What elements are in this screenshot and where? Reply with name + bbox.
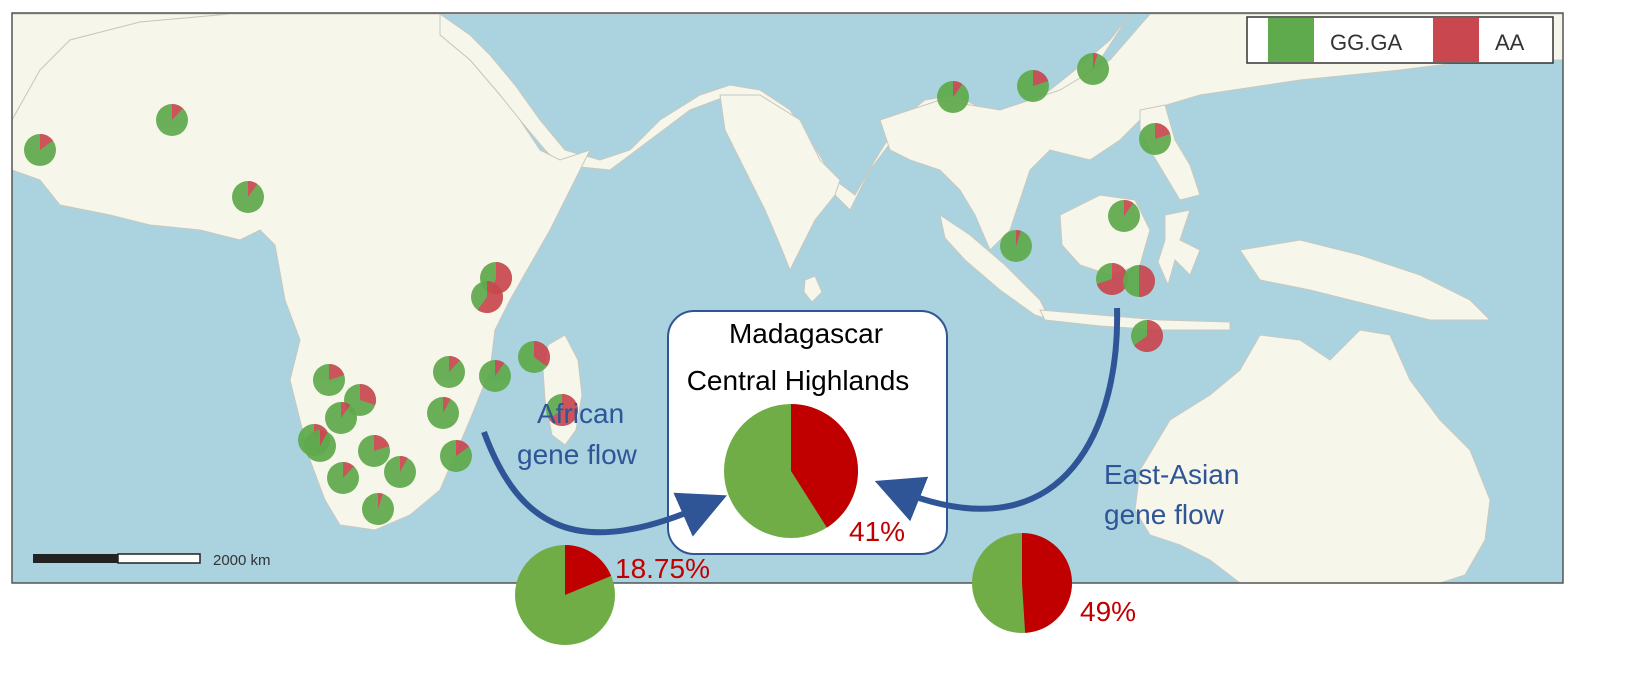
highlands-title-line1: Madagascar — [729, 318, 883, 349]
scale-bar-label: 2000 km — [213, 552, 271, 569]
sumatra-island — [939, 213, 1051, 321]
scale-bar-black-segment — [33, 554, 118, 563]
population-pie-aa-slice — [1139, 265, 1155, 297]
highlands-pie-aa-slice — [791, 404, 858, 528]
legend: GG.GA AA — [1246, 16, 1554, 64]
population-pie — [358, 435, 390, 467]
population-pie-aa-slice — [360, 384, 377, 405]
population-pie — [384, 456, 416, 488]
population-pie-aa-slice — [953, 81, 963, 97]
population-pie — [1139, 123, 1171, 155]
population-pie — [937, 81, 969, 113]
population-pie — [24, 134, 56, 166]
population-pie — [156, 104, 188, 136]
african-pie-aa-slice — [565, 545, 612, 595]
population-pie — [471, 281, 503, 313]
asian-pct-label: 49% — [1080, 596, 1136, 627]
population-pie-aa-slice — [341, 402, 351, 418]
population-pie — [1131, 320, 1163, 352]
population-pie — [1096, 263, 1128, 295]
population-pie — [1108, 200, 1140, 232]
legend-swatch-gg-ga — [1268, 18, 1314, 62]
population-pie — [313, 364, 345, 396]
population-pie — [518, 340, 551, 373]
legend-swatch-aa — [1433, 18, 1479, 62]
population-pie-aa-slice — [1134, 320, 1163, 352]
population-pie-aa-slice — [40, 134, 53, 150]
population-pie-aa-slice — [1124, 200, 1134, 216]
highlands-pie-chart — [724, 404, 858, 538]
highlands-callout: Madagascar Central Highlands 41% — [667, 310, 948, 555]
african-flow-label-line1: African — [537, 398, 624, 429]
african-gene-flow-arrow — [481, 430, 727, 537]
population-pie-aa-slice — [549, 394, 578, 426]
scale-bar: 2000 km — [33, 552, 271, 569]
population-pie — [1123, 265, 1155, 297]
african-pct-label: 18.75% — [615, 553, 710, 584]
australia-continent — [1134, 329, 1491, 584]
population-pie-aa-slice — [400, 456, 408, 472]
population-pie — [325, 402, 357, 434]
population-pie — [440, 440, 472, 472]
population-pie — [304, 430, 336, 462]
scale-bar-white-segment — [117, 553, 201, 564]
legend-label-gg-ga: GG.GA — [1330, 30, 1402, 55]
map-border — [11, 12, 1564, 584]
population-pie — [546, 394, 578, 426]
population-pie-aa-slice — [329, 364, 345, 380]
population-pie — [1017, 70, 1049, 102]
india-peninsula — [719, 94, 841, 272]
highlands-pct-label: 41% — [849, 516, 905, 547]
legend-label-aa: AA — [1495, 30, 1525, 55]
population-pie-markers — [24, 53, 1171, 525]
sri-lanka-island — [803, 275, 823, 303]
population-pie-aa-slice — [443, 397, 451, 413]
african-source-pie-chart — [515, 545, 615, 645]
population-pie-aa-slice — [172, 104, 183, 120]
population-pie — [232, 181, 264, 213]
population-pie — [427, 397, 459, 429]
population-pie-aa-slice — [449, 356, 460, 372]
population-pie-aa-slice — [534, 340, 551, 367]
asian-pie-aa-slice — [1022, 533, 1072, 633]
population-pie-aa-slice — [374, 435, 390, 451]
east-asian-gene-flow-arrow — [874, 307, 1121, 522]
african-flow-label-line2: gene flow — [517, 439, 638, 470]
population-pie — [362, 493, 394, 525]
east-asian-source-pie-chart — [972, 533, 1072, 633]
population-pie-aa-slice — [248, 181, 258, 197]
population-pie — [1000, 230, 1032, 262]
population-pie-aa-slice — [477, 281, 503, 313]
population-pie-aa-slice — [1033, 70, 1049, 86]
population-pie-aa-slice — [1093, 53, 1098, 69]
highlands-title-line2: Central Highlands — [687, 365, 910, 396]
asian-flow-label-line2: gene flow — [1104, 499, 1225, 530]
asian-flow-label-line1: East-Asian — [1104, 459, 1239, 490]
population-pie-aa-slice — [1016, 230, 1021, 246]
population-pie-aa-slice — [343, 462, 354, 478]
population-pie-aa-slice — [320, 430, 328, 446]
population-pie — [327, 462, 359, 494]
population-pie-aa-slice — [1096, 263, 1128, 295]
population-pie — [479, 360, 511, 392]
population-pie-aa-slice — [1155, 123, 1171, 139]
sulawesi-island — [1157, 209, 1201, 287]
population-pie — [433, 356, 465, 388]
population-pie-aa-slice — [378, 493, 383, 509]
new-guinea-island — [1239, 239, 1492, 321]
population-pie-aa-slice — [495, 360, 505, 376]
population-pie — [1077, 53, 1109, 85]
population-pie-aa-slice — [456, 440, 469, 456]
